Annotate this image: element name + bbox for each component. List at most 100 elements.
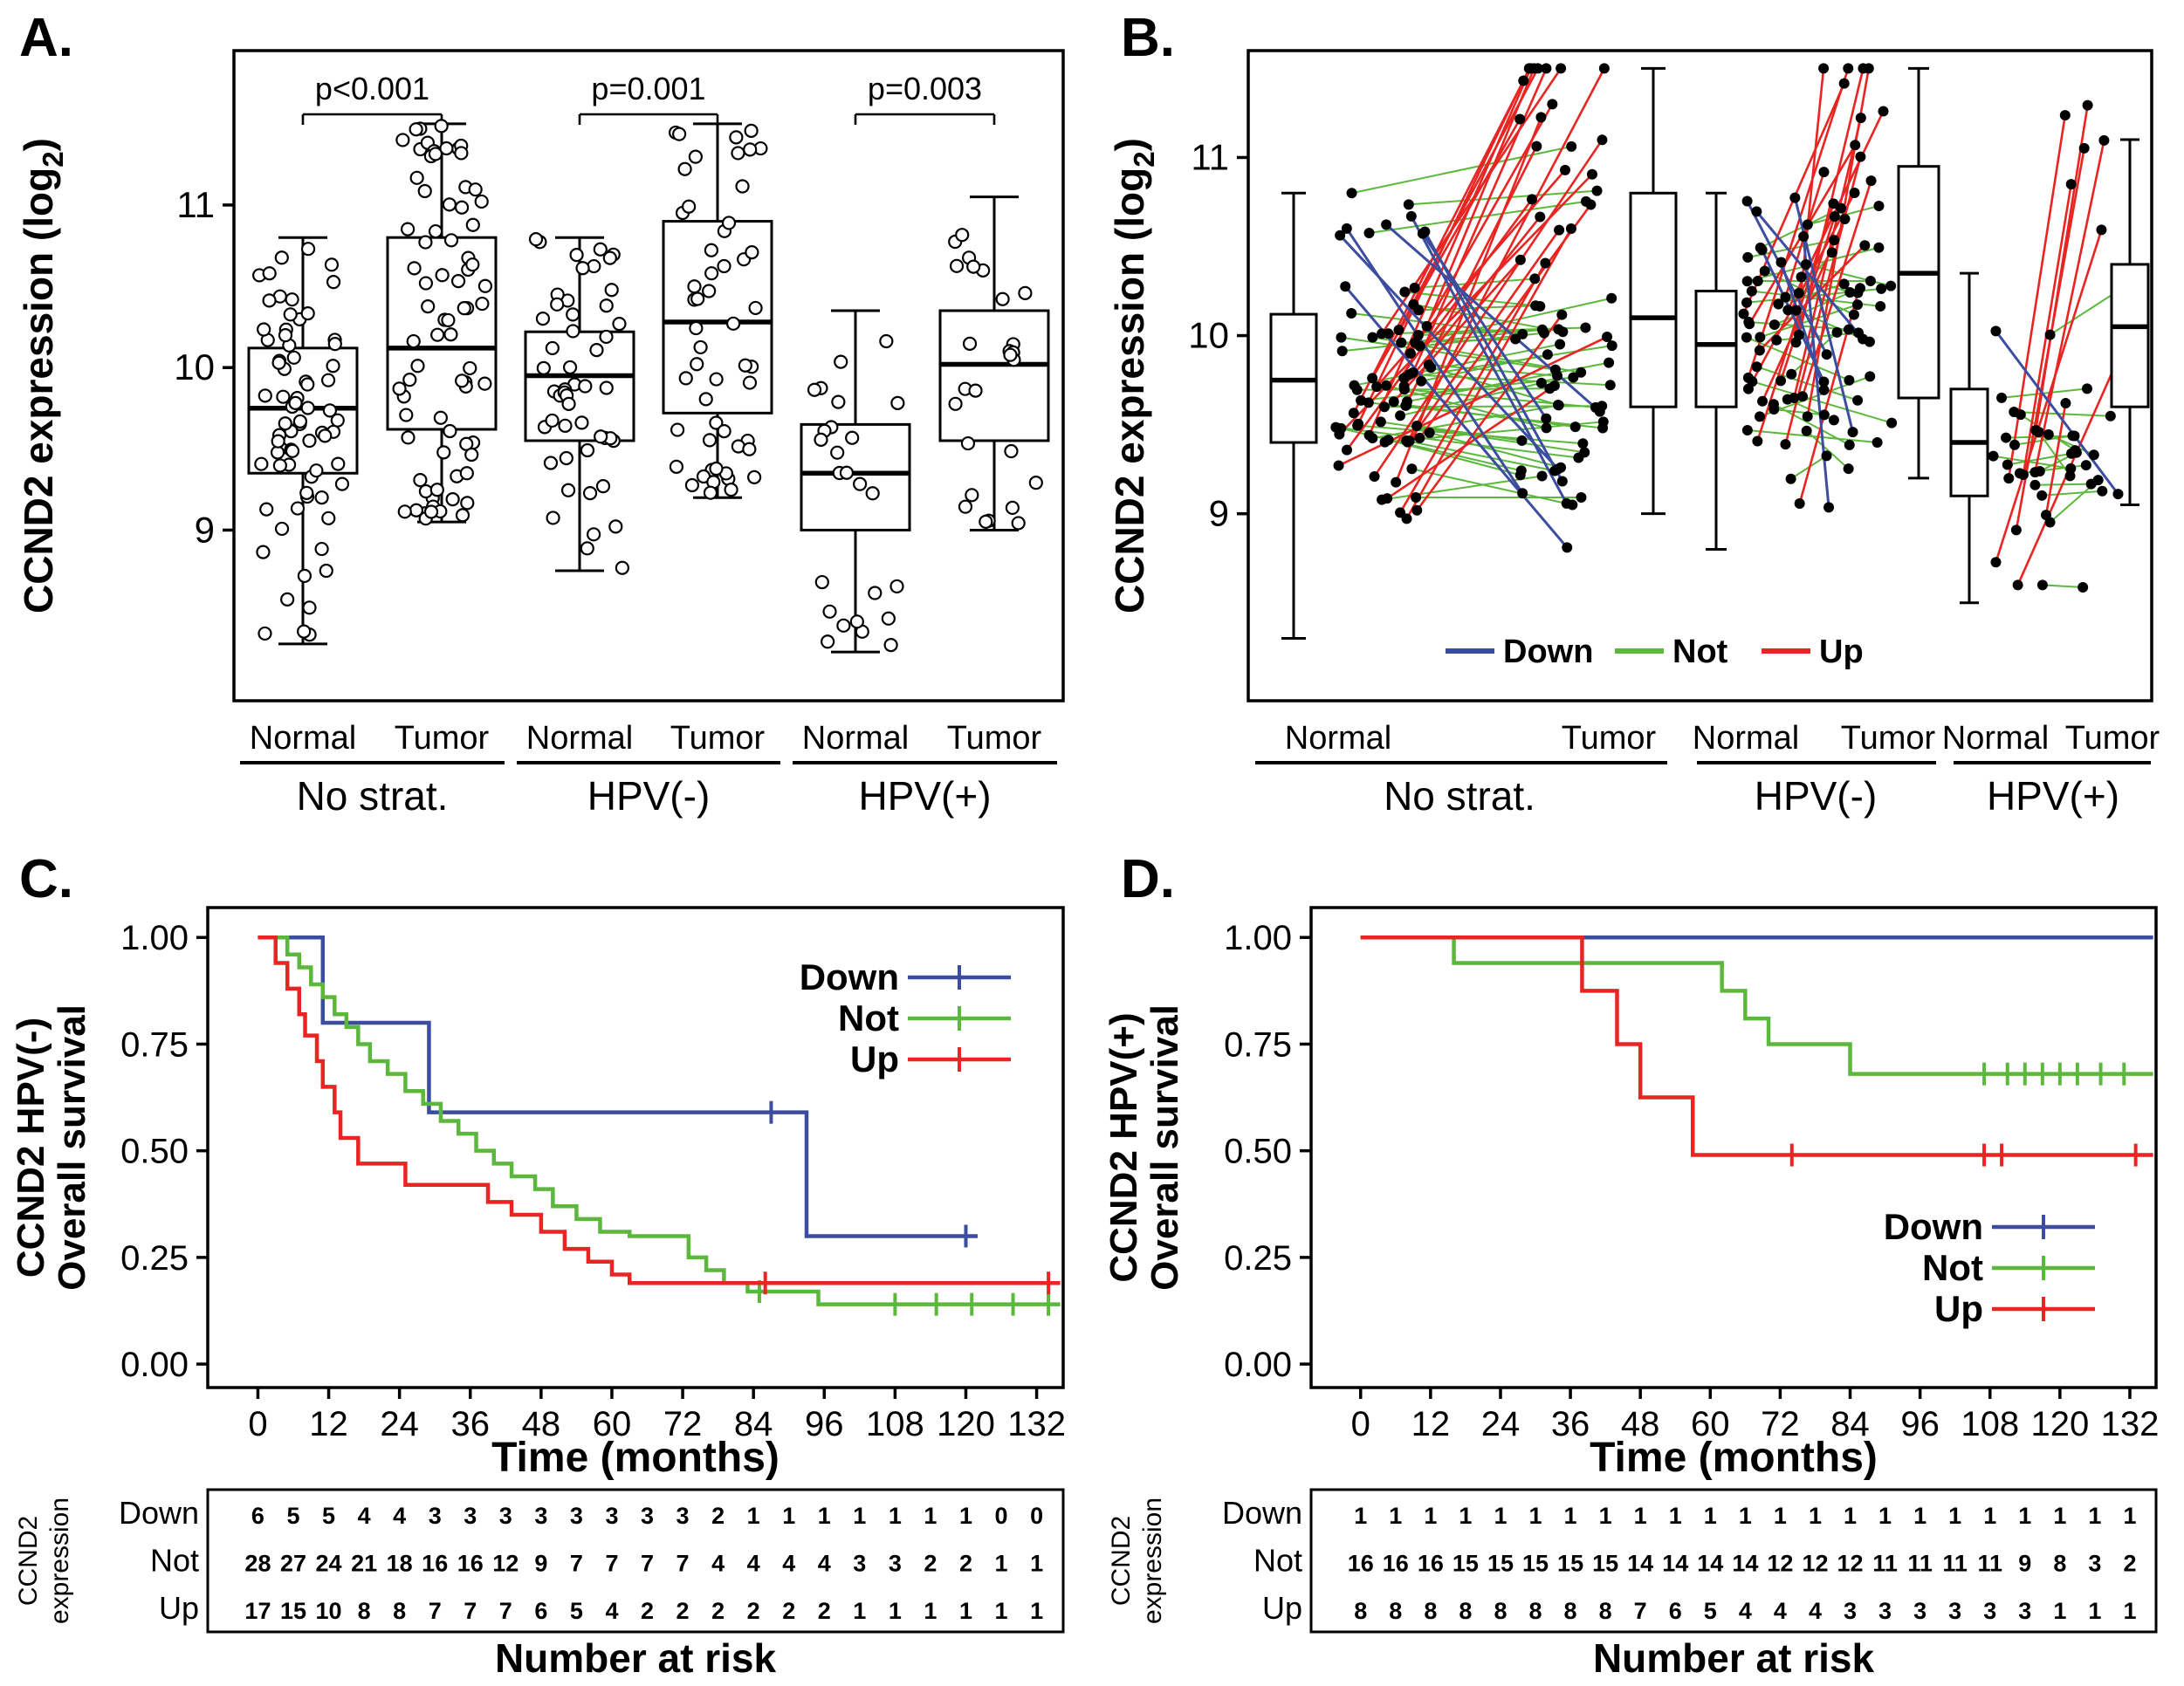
- risk-count: 12: [492, 1551, 519, 1577]
- risk-count: 4: [782, 1551, 795, 1577]
- sample-point: [738, 358, 752, 373]
- risk-count: 4: [358, 1503, 371, 1529]
- sample-point: [528, 232, 544, 247]
- paired-point: [1346, 188, 1357, 199]
- sample-point: [995, 291, 1010, 306]
- paired-point: [1375, 416, 1386, 428]
- condition-label: Normal: [250, 720, 356, 757]
- paired-point: [1400, 400, 1411, 411]
- risk-count: 4: [1739, 1598, 1752, 1624]
- paired-point: [1553, 324, 1564, 335]
- paired-point: [1346, 307, 1357, 319]
- risk-count: 3: [1983, 1598, 1996, 1624]
- sample-point: [407, 261, 422, 276]
- paired-point: [1526, 194, 1537, 205]
- paired-point: [1875, 300, 1886, 312]
- risk-count: 27: [280, 1551, 306, 1577]
- paired-point: [1514, 469, 1526, 481]
- paired-point: [1780, 439, 1791, 450]
- paired-point: [1847, 427, 1858, 438]
- x-tick-label: 120: [937, 1405, 995, 1443]
- sample-point: [285, 292, 299, 307]
- sample-point: [589, 343, 604, 358]
- sample-point: [612, 317, 627, 332]
- sample-point: [968, 383, 983, 398]
- sample-point: [593, 242, 608, 257]
- legend-not: Not: [838, 997, 899, 1038]
- sample-point: [689, 320, 704, 336]
- risk-count: 8: [1389, 1598, 1402, 1624]
- sample-point: [561, 396, 576, 411]
- paired-point: [1556, 476, 1568, 487]
- risk-count: 2: [959, 1551, 972, 1577]
- risk-count: 15: [1522, 1551, 1549, 1577]
- sample-point: [599, 329, 614, 345]
- sample-point: [297, 624, 312, 639]
- x-tick-label: 12: [309, 1405, 348, 1443]
- sample-point: [814, 432, 828, 447]
- paired-point: [1371, 381, 1383, 393]
- paired-point: [1514, 254, 1526, 265]
- sample-point: [285, 443, 300, 458]
- sample-point: [401, 430, 416, 445]
- sample-point: [443, 233, 459, 248]
- paired-point: [1838, 278, 1850, 290]
- paired-point: [1790, 337, 1802, 348]
- sample-point: [326, 359, 340, 374]
- paired-point: [1556, 309, 1568, 320]
- sample-point: [300, 242, 316, 257]
- risk-count: 10: [316, 1598, 342, 1624]
- sample-point: [441, 312, 456, 328]
- paired-point: [1405, 210, 1417, 222]
- paired-point: [1996, 392, 2008, 403]
- paired-point: [1421, 320, 1432, 332]
- paired-point: [2043, 428, 2054, 440]
- sample-point: [726, 316, 741, 331]
- paired-point: [1391, 476, 1402, 488]
- x-axis-label: Time (months): [1590, 1435, 1878, 1481]
- sample-point: [550, 297, 565, 312]
- sample-point: [687, 279, 702, 294]
- x-tick-label: 84: [734, 1405, 773, 1443]
- sample-point: [721, 216, 737, 230]
- paired-point: [1780, 291, 1791, 303]
- risk-count: 1: [1669, 1503, 1682, 1529]
- sample-point: [742, 442, 757, 456]
- paired-point: [2085, 478, 2097, 490]
- legend-down: Down: [1503, 634, 1593, 670]
- paired-point: [1818, 63, 1830, 74]
- paired-point: [1801, 425, 1812, 436]
- paired-point: [1839, 213, 1851, 224]
- paired-point: [1562, 542, 1573, 553]
- x-axis-label: Time (months): [491, 1435, 780, 1481]
- risk-count: 8: [2053, 1551, 2066, 1577]
- paired-point: [1757, 395, 1768, 407]
- risk-caption: Number at risk: [495, 1635, 777, 1681]
- sample-point: [418, 276, 434, 291]
- risk-count: 8: [1459, 1598, 1472, 1624]
- risk-count: 1: [853, 1503, 866, 1529]
- paired-point: [1831, 326, 1843, 338]
- sample-point: [580, 442, 595, 458]
- sample-point: [397, 504, 412, 519]
- paired-point: [1785, 473, 1796, 484]
- risk-side-label: CCND2: [1107, 1516, 1136, 1606]
- risk-table-frame: [1309, 1488, 2158, 1634]
- paired-point: [1821, 450, 1832, 462]
- paired-point: [1353, 418, 1364, 429]
- sample-point: [735, 179, 750, 194]
- paired-point: [1538, 327, 1549, 339]
- paired-point: [1855, 151, 1866, 162]
- x-tick-label: 60: [593, 1405, 632, 1443]
- y-tick-label: 0.50: [120, 1133, 189, 1171]
- risk-count: 1: [1030, 1598, 1043, 1624]
- condition-label: Normal: [526, 720, 633, 757]
- sample-point: [455, 374, 470, 388]
- panel-d-km-survival-chart: 1.000.750.500.250.000 12 24 36 48 60 72 84 96 108…: [1102, 906, 2159, 1681]
- paired-point: [1742, 372, 1754, 383]
- sample-point: [543, 456, 559, 470]
- paired-point: [1542, 349, 1553, 360]
- risk-count: 3: [1913, 1598, 1926, 1624]
- paired-point: [2036, 490, 2048, 501]
- legend-down: Down: [1884, 1206, 1983, 1247]
